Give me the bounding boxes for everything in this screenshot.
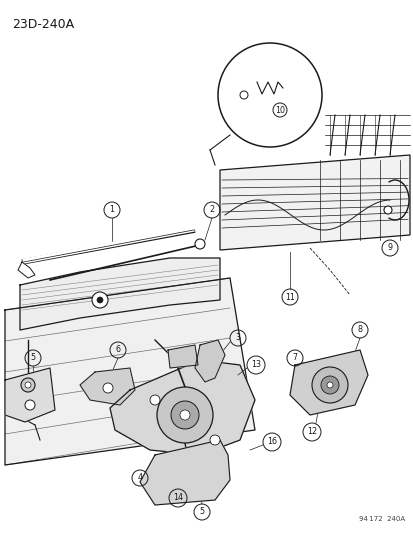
Text: 11: 11: [284, 293, 294, 302]
Polygon shape: [5, 368, 55, 422]
Circle shape: [25, 400, 35, 410]
Polygon shape: [18, 262, 35, 278]
Text: 12: 12: [306, 427, 316, 437]
Text: 8: 8: [357, 326, 362, 335]
Text: 13: 13: [250, 360, 260, 369]
Circle shape: [209, 435, 219, 445]
Circle shape: [326, 382, 332, 388]
Text: 23D-240A: 23D-240A: [12, 18, 74, 31]
Text: 1: 1: [109, 206, 114, 214]
Circle shape: [218, 43, 321, 147]
Polygon shape: [168, 345, 197, 368]
Circle shape: [103, 383, 113, 393]
Circle shape: [157, 387, 212, 443]
Text: 14: 14: [173, 494, 183, 503]
Polygon shape: [195, 340, 224, 382]
Polygon shape: [219, 155, 409, 250]
Text: 5: 5: [31, 353, 36, 362]
Text: 9: 9: [387, 244, 392, 253]
Text: 94 172  240A: 94 172 240A: [358, 516, 404, 522]
Circle shape: [180, 410, 190, 420]
Text: 16: 16: [266, 438, 276, 447]
Polygon shape: [140, 440, 230, 505]
Text: 4: 4: [137, 473, 142, 482]
Circle shape: [311, 367, 347, 403]
Polygon shape: [20, 258, 219, 330]
Text: 7: 7: [292, 353, 297, 362]
Circle shape: [320, 376, 338, 394]
Circle shape: [92, 292, 108, 308]
Polygon shape: [110, 360, 254, 455]
Circle shape: [150, 395, 159, 405]
Circle shape: [171, 401, 199, 429]
Text: 3: 3: [235, 334, 240, 343]
Polygon shape: [289, 350, 367, 415]
Circle shape: [21, 378, 35, 392]
Circle shape: [383, 206, 391, 214]
Circle shape: [97, 297, 103, 303]
Polygon shape: [80, 368, 135, 405]
Text: 5: 5: [199, 507, 204, 516]
Text: 6: 6: [115, 345, 120, 354]
Text: 10: 10: [274, 106, 284, 115]
Polygon shape: [5, 278, 254, 465]
Circle shape: [195, 239, 204, 249]
Text: 2: 2: [209, 206, 214, 214]
Circle shape: [25, 382, 31, 388]
